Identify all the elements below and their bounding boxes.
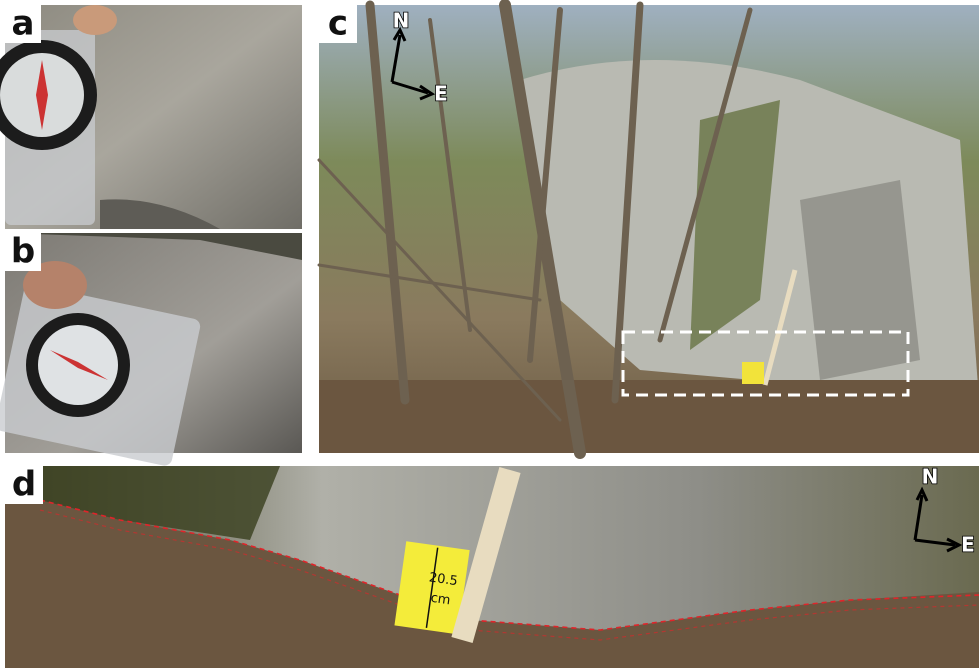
panel-label: c [328, 4, 348, 44]
compass-north: N [922, 465, 939, 489]
photo-path [913, 494, 924, 541]
photo-path [50, 350, 108, 380]
photo-line [317, 158, 562, 422]
photo-rect [621, 330, 910, 397]
photo-rect [5, 466, 43, 504]
photo-path [319, 380, 979, 453]
photo-g [317, 0, 753, 459]
panel-label: d [12, 465, 36, 505]
photo-path [946, 537, 963, 553]
photo-path [800, 180, 920, 380]
photo-path [914, 538, 956, 547]
photo-path [419, 84, 436, 101]
photo-ellipse [23, 261, 87, 309]
compass-east: E [961, 533, 975, 557]
photo-rect [742, 362, 764, 384]
photo-line [762, 269, 798, 386]
photo-rect [5, 5, 41, 43]
photo-rect [319, 5, 357, 43]
panel-d: 20.5 cm N E d [5, 464, 979, 668]
photo-path [40, 466, 280, 540]
photo-line [425, 547, 439, 628]
photo-g: 20.5 cm [394, 541, 470, 635]
photo-path [915, 486, 929, 502]
compass-north: N [393, 9, 410, 33]
photo-line [365, 0, 410, 405]
panel-a: a [0, 4, 302, 229]
compass-east: E [434, 82, 448, 106]
photo-rect [5, 233, 41, 271]
card-value: 20.5 [428, 570, 459, 589]
panel-label: a [12, 4, 35, 44]
photo-path [391, 80, 429, 95]
panel-label: b [11, 232, 35, 272]
photo-g [390, 26, 436, 101]
photo-ellipse [73, 5, 117, 35]
photo-line [451, 467, 521, 643]
card-unit: cm [430, 591, 452, 609]
photo-line [611, 1, 644, 404]
photo-path [390, 34, 402, 83]
photo-path [36, 60, 48, 130]
photo-path [100, 199, 220, 229]
photo-path [5, 233, 302, 260]
photo-path [392, 26, 407, 42]
photo-g [913, 486, 963, 553]
photo-path [39, 499, 979, 631]
panel-c: N E c [317, 0, 979, 459]
panel-b: b [0, 232, 302, 466]
photo-line [428, 18, 472, 332]
photo-line [527, 7, 563, 363]
photo-path [40, 466, 979, 630]
photo-path [690, 100, 780, 350]
photo-line [317, 263, 542, 302]
photo-line [657, 7, 753, 343]
